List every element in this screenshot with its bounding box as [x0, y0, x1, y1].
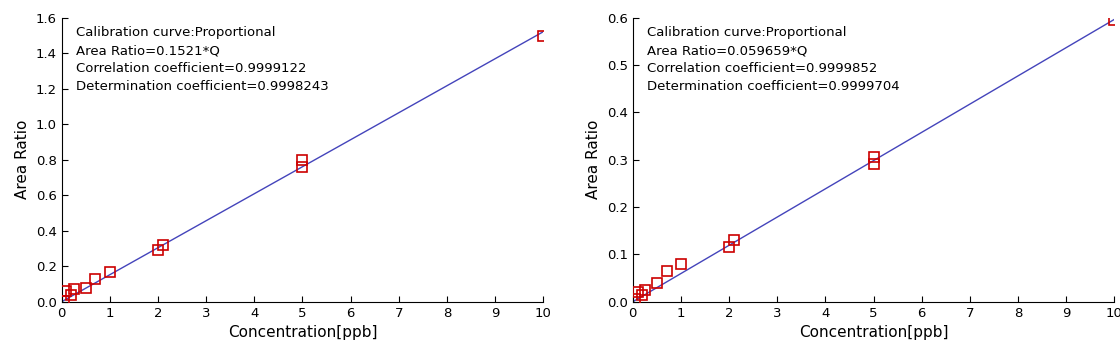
- Y-axis label: Area Ratio: Area Ratio: [587, 120, 601, 200]
- X-axis label: Concentration[ppb]: Concentration[ppb]: [799, 325, 949, 340]
- X-axis label: Concentration[ppb]: Concentration[ppb]: [227, 325, 377, 340]
- Text: Calibration curve:Proportional
Area Ratio=0.059659*Q
Correlation coefficient=0.9: Calibration curve:Proportional Area Rati…: [647, 26, 899, 93]
- Text: Calibration curve:Proportional
Area Ratio=0.1521*Q
Correlation coefficient=0.999: Calibration curve:Proportional Area Rati…: [76, 26, 329, 93]
- Y-axis label: Area Ratio: Area Ratio: [15, 120, 30, 200]
